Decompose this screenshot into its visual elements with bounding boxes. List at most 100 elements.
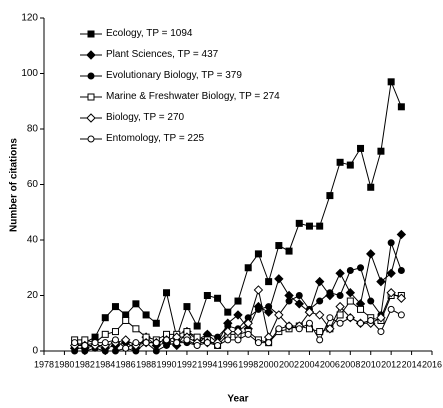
marker — [314, 276, 325, 287]
marker — [357, 319, 365, 327]
marker — [173, 339, 181, 347]
marker — [254, 339, 262, 347]
marker — [345, 288, 356, 298]
legend: Ecology, TP = 1094 Plant Sciences, TP = 4… — [80, 28, 310, 154]
marker — [346, 314, 354, 322]
legend-label: Biology, TP = 270 — [106, 112, 185, 123]
marker — [316, 297, 324, 305]
marker — [86, 50, 96, 60]
legend-label: Ecology, TP = 1094 — [106, 28, 193, 39]
legend-entry: Biology, TP = 270 — [80, 112, 310, 124]
marker — [346, 161, 354, 169]
marker — [122, 344, 130, 352]
marker — [224, 308, 232, 316]
marker — [336, 319, 344, 327]
marker — [366, 249, 376, 259]
marker — [111, 328, 119, 336]
x-tick-label: 2010 — [361, 359, 381, 369]
marker — [367, 316, 375, 324]
marker — [132, 325, 140, 333]
marker — [294, 299, 304, 309]
marker — [396, 293, 407, 303]
x-tick-label: 2008 — [340, 359, 360, 369]
marker — [325, 324, 335, 334]
marker — [336, 158, 344, 166]
marker — [214, 341, 222, 349]
marker — [397, 311, 405, 319]
marker — [111, 336, 119, 344]
marker — [387, 239, 395, 247]
x-tick-label: 2000 — [259, 359, 279, 369]
marker — [152, 339, 160, 347]
x-tick-label: 2014 — [402, 359, 422, 369]
marker — [357, 144, 365, 152]
marker — [203, 339, 211, 347]
x-tick-label: 1984 — [95, 359, 115, 369]
x-tick-label: 1994 — [197, 359, 217, 369]
marker — [142, 311, 150, 319]
marker — [316, 222, 324, 230]
legend-label: Entomology, TP = 225 — [106, 133, 205, 144]
x-axis-label: Year — [227, 394, 248, 405]
marker — [233, 326, 243, 337]
marker — [335, 301, 345, 312]
marker — [274, 274, 284, 284]
legend-label: Evolutionary Biology, TP = 379 — [106, 70, 242, 81]
marker — [305, 319, 313, 327]
marker — [386, 268, 396, 279]
marker — [285, 297, 293, 305]
marker — [336, 311, 344, 319]
marker — [81, 341, 89, 349]
marker — [223, 326, 233, 337]
marker — [234, 297, 242, 305]
marker — [285, 322, 293, 330]
marker — [386, 288, 396, 298]
marker — [254, 250, 262, 258]
y-tick-label: 0 — [32, 346, 38, 357]
marker — [314, 310, 325, 320]
marker — [152, 319, 160, 327]
x-tick-label: 2002 — [279, 359, 299, 369]
x-tick-label: 1982 — [75, 359, 95, 369]
marker — [163, 336, 171, 344]
marker — [304, 307, 315, 317]
marker — [193, 322, 201, 330]
marker — [316, 336, 324, 344]
marker — [142, 339, 150, 347]
marker — [387, 305, 395, 313]
x-tick-label: 1992 — [177, 359, 197, 369]
x-tick-label: 1996 — [218, 359, 238, 369]
y-tick-label: 40 — [27, 235, 39, 246]
x-tick-label: 1978 — [34, 359, 54, 369]
marker — [193, 341, 201, 349]
legend-entry: Marine & Freshwater Biology, TP = 274 — [80, 91, 310, 103]
marker — [265, 303, 273, 311]
marker — [316, 328, 324, 336]
marker — [285, 247, 293, 255]
x-tick-label: 1980 — [54, 359, 74, 369]
legend-icon — [80, 72, 102, 80]
legend-icon — [80, 30, 102, 38]
marker — [234, 336, 242, 344]
legend-label: Plant Sciences, TP = 437 — [106, 49, 219, 60]
marker — [87, 135, 95, 143]
marker — [275, 242, 283, 250]
marker — [377, 147, 385, 155]
marker — [111, 303, 119, 311]
marker — [86, 113, 96, 123]
marker — [397, 267, 405, 275]
marker — [91, 339, 99, 347]
x-tick-label: 2012 — [381, 359, 401, 369]
marker — [120, 335, 131, 345]
legend-icon — [80, 93, 102, 101]
marker — [163, 289, 171, 297]
marker — [71, 339, 79, 347]
marker — [244, 330, 252, 338]
marker — [396, 229, 407, 240]
legend-icon — [80, 50, 102, 60]
marker — [243, 318, 253, 328]
marker — [263, 307, 274, 317]
legend-entry: Plant Sciences, TP = 437 — [80, 49, 310, 61]
